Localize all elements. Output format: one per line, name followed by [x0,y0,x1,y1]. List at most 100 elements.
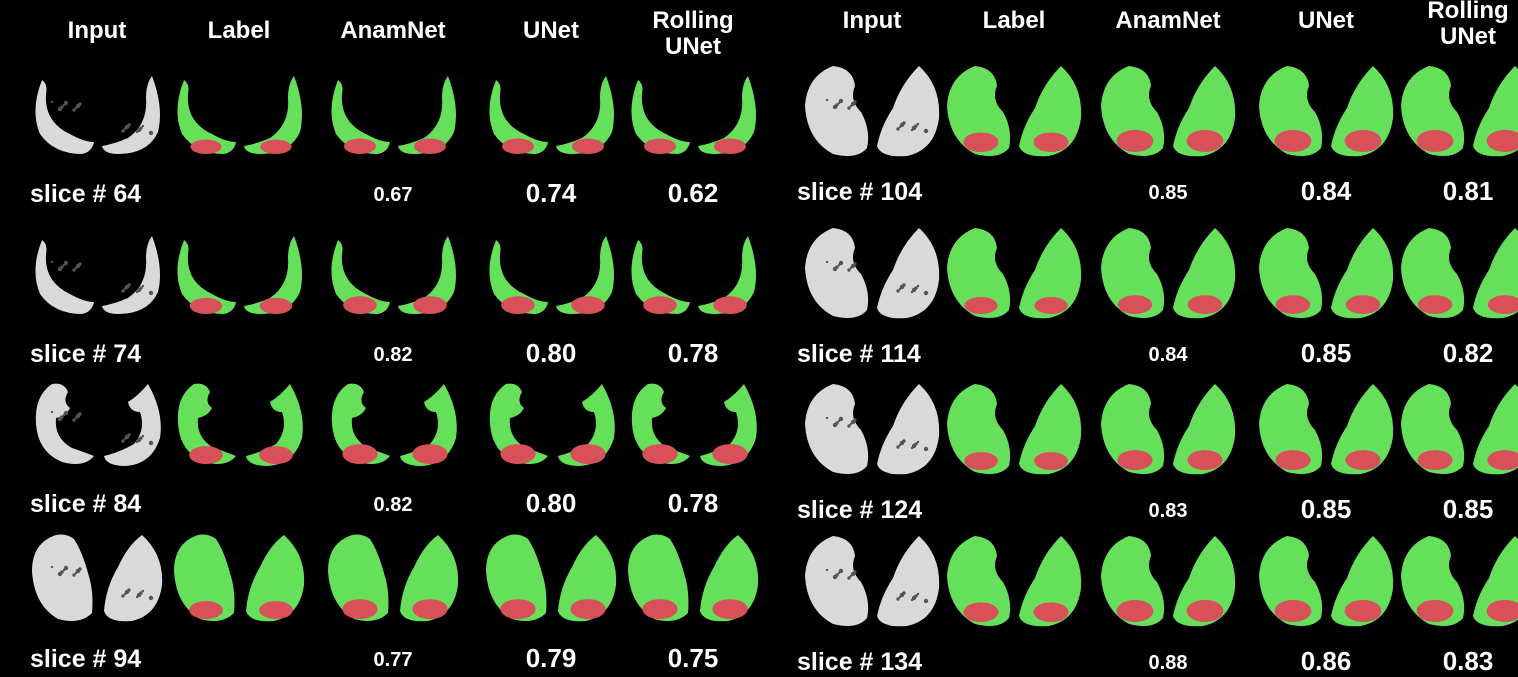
slice-label: slice # 114 [797,340,921,368]
lesion-region [572,138,604,154]
lesion-region [189,601,223,619]
prediction-mask-image [1393,378,1518,478]
right-lung [877,384,940,475]
lesion-region [1274,129,1312,152]
prediction-mask-image [476,62,626,162]
right-lung [1019,536,1082,627]
column-header: Rolling UNet [652,7,734,60]
lesion-region [1187,450,1223,470]
dice-score: 0.77 [373,649,413,671]
right-lung [246,535,305,622]
lesion-region [1117,450,1153,470]
dice-score: 0.83 [1148,500,1188,522]
left-lung [177,80,236,154]
label-mask-image [164,372,314,472]
left-lung [628,534,689,621]
left-lung [947,66,1011,156]
left-lung [177,383,236,464]
right-lung [558,384,615,466]
ct-input-image [797,378,947,478]
column-header: Input [842,7,902,34]
left-lung [1259,384,1323,474]
slice-label: slice # 84 [30,490,142,518]
prediction-mask-image [618,372,768,472]
right-lung [1331,228,1394,319]
prediction-mask-image [1251,378,1401,478]
lesion-region [963,602,999,622]
ct-input-image [22,62,172,162]
label-mask-image [164,527,314,627]
left-lung [174,534,235,621]
lesion-region [1117,295,1153,314]
left-lung [489,240,548,314]
left-lung [489,80,548,154]
dice-score: 0.86 [1300,646,1352,676]
dice-score: 0.80 [525,488,577,518]
left-lung [1401,228,1465,318]
right-lung [700,535,759,622]
right-lung [104,535,163,622]
prediction-mask-image [618,527,768,627]
lesion-region [1417,295,1453,314]
lesion-region [1034,452,1068,470]
left-lung [32,534,93,621]
lesion-region [342,444,378,464]
lesion-region [1275,295,1311,314]
lesion-region [259,601,293,619]
right-lung [1331,536,1394,627]
prediction-mask-image [618,222,768,322]
right-lung [556,236,614,314]
right-lung [102,236,160,314]
left-lung [631,383,690,464]
right-lung [1331,66,1394,157]
lesion-region [413,296,447,314]
prediction-mask-image [1393,222,1518,322]
lesion-region [570,599,606,619]
lesion-region [714,138,746,154]
lesion-region [500,444,536,464]
lesion-region [643,296,677,314]
left-lung [35,80,94,154]
dice-score: 0.82 [373,344,413,366]
right-lung [877,228,940,319]
lesion-region [1116,599,1154,622]
lesion-region [1416,599,1454,622]
left-lung [1101,384,1165,474]
lesion-region [1187,295,1223,314]
lesion-region [1417,450,1453,470]
column-header: Input [67,17,127,44]
lesion-region [1033,132,1069,152]
column-header: AnamNet [340,17,446,44]
left-lung [805,228,869,318]
lesion-region [1345,295,1381,314]
ct-input-image [797,60,947,160]
prediction-mask-image [1093,530,1243,630]
right-lung [102,76,160,154]
right-lung [400,535,459,622]
prediction-mask-image [476,527,626,627]
dice-score: 0.78 [667,338,719,368]
dice-score: 0.78 [667,488,719,518]
right-lung [1173,66,1236,157]
label-mask-image [164,62,314,162]
dice-score: 0.82 [373,494,413,516]
prediction-mask-image [318,372,468,472]
column-header: Label [982,7,1046,34]
left-lung [331,383,390,464]
dice-score: 0.62 [667,178,719,208]
dice-score: 0.80 [525,338,577,368]
dice-score: 0.79 [525,643,577,673]
panel-2: Input Label AnamNet UNet Rolling UNet slice #… [775,0,1518,676]
dice-score: 0.88 [1148,652,1188,674]
lesion-region [964,296,998,314]
lesion-region [1486,129,1518,152]
right-lung [1019,228,1082,319]
prediction-mask-image [1251,530,1401,630]
right-lung [104,384,161,466]
column-header: UNet [522,17,579,44]
right-lung [700,384,757,466]
dice-score: 0.85 [1300,338,1352,368]
prediction-mask-image [1093,378,1243,478]
left-lung [328,534,389,621]
right-lung [1019,66,1082,157]
